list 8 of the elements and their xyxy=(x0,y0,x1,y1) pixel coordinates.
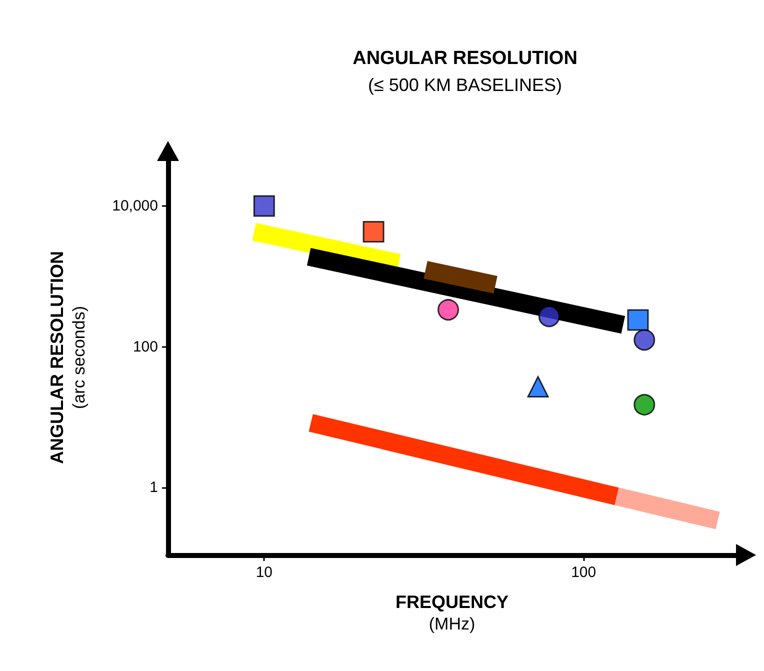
x-tick-label: 10 xyxy=(256,564,273,581)
y-tick-label: 1 xyxy=(150,479,158,496)
y-tick-label: 10,000 xyxy=(112,197,158,214)
y-axis-title: ANGULAR RESOLUTION (arc seconds) xyxy=(47,251,88,464)
chart-title: ANGULAR RESOLUTION xyxy=(352,48,578,69)
x-axis-title: FREQUENCY (MHz) xyxy=(395,592,509,634)
y-tick-label: 100 xyxy=(132,338,158,356)
chart-subtitle: (≤ 500 KM BASELINES) xyxy=(368,75,562,95)
